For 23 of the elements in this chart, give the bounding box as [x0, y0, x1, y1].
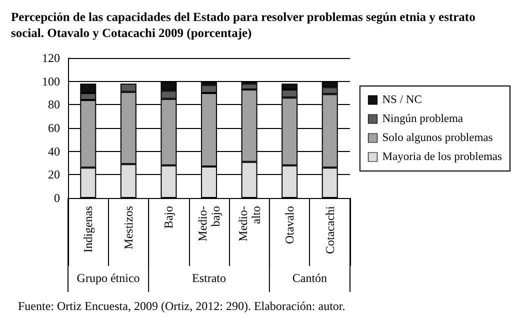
y-tick-label: 0 [54, 191, 60, 205]
legend-label: Mayoria de los problemas [382, 151, 503, 163]
x-tick-label: Mestizos [121, 206, 136, 250]
y-tick-label: 120 [42, 51, 60, 65]
x-tick-label: Medio-bajo [196, 206, 222, 242]
x-tick-label: Bajo [162, 206, 176, 229]
legend-label: NS / NC [382, 94, 422, 106]
x-tick-label: Medio-alto [236, 206, 263, 242]
y-tick-label: 20 [48, 168, 60, 182]
x-tick-label: Indigenas [81, 206, 96, 253]
y-tick-label: 60 [48, 121, 60, 135]
x-tick-label: Cotacachi [322, 205, 337, 254]
source-note: Fuente: Ortiz Encuesta, 2009 (Ortiz, 2012: 290). Elaboración: autor. [18, 299, 346, 313]
text: Estrato [192, 271, 226, 285]
x-tick-label: Otavalo [282, 206, 297, 244]
legend-label: Solo algunos problemas [382, 132, 494, 144]
text: Grupo étnico [76, 271, 140, 285]
legend-label: Ningún problema [382, 113, 464, 125]
y-tick-label: 100 [42, 74, 60, 88]
chart-title: Percepción de las capacidades del Estado para resolver problemas según etnia y estrato social. Otavalo y Cotacachi 2009 (porcentaje) [11, 10, 478, 40]
y-tick-label: 40 [48, 144, 60, 158]
y-tick-label: 80 [48, 98, 60, 112]
text: Cantón [292, 271, 328, 285]
